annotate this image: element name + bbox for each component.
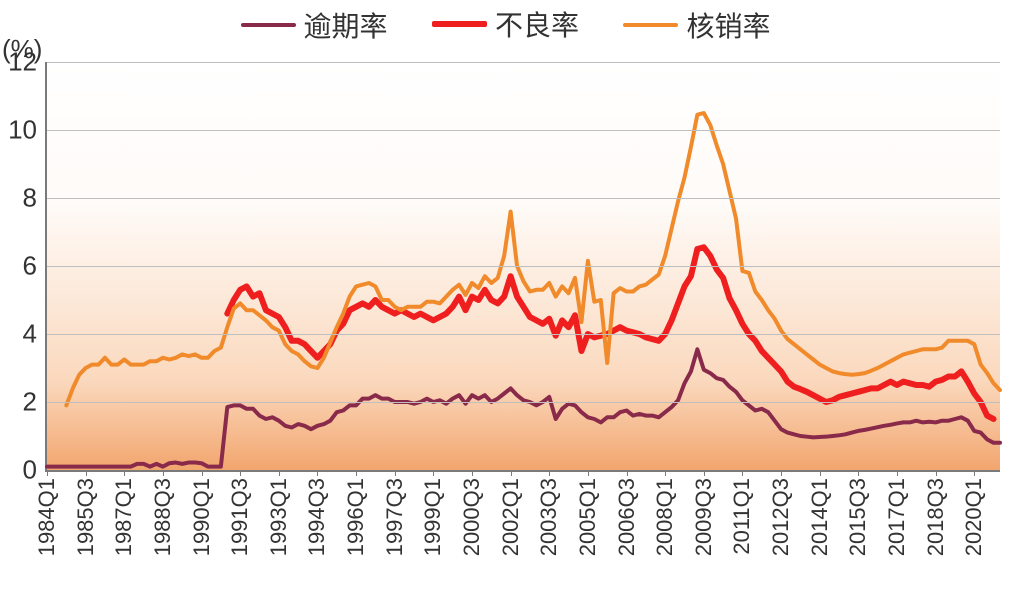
y-tick-label: 12	[8, 47, 37, 78]
x-tick-label: 2008Q1	[652, 478, 678, 556]
x-tick-label: 1984Q1	[34, 478, 60, 556]
x-tick	[86, 470, 87, 476]
legend-label: 逾期率	[304, 5, 388, 45]
x-tick-label: 2014Q1	[807, 478, 833, 556]
x-tick	[858, 470, 859, 476]
x-tick-label: 2017Q1	[884, 478, 910, 556]
x-tick	[124, 470, 125, 476]
x-tick	[897, 470, 898, 476]
y-tick-label: 8	[23, 183, 37, 214]
x-tick-label: 2002Q1	[498, 478, 524, 556]
x-tick	[627, 470, 628, 476]
series-chargeoff	[66, 113, 1000, 405]
x-tick-label: 1993Q1	[266, 478, 292, 556]
x-tick-label: 1997Q3	[382, 478, 408, 556]
y-tick-label: 6	[23, 251, 37, 282]
x-tick	[665, 470, 666, 476]
x-tick-label: 2009Q3	[691, 478, 717, 556]
y-tick-label: 4	[23, 319, 37, 350]
gridline	[47, 334, 1000, 335]
x-tick	[279, 470, 280, 476]
y-tick-label: 10	[8, 115, 37, 146]
x-tick	[240, 470, 241, 476]
series-overdue	[47, 349, 1000, 466]
x-tick-label: 1985Q3	[73, 478, 99, 556]
x-tick-label: 2000Q3	[459, 478, 485, 556]
x-tick	[704, 470, 705, 476]
x-tick-label: 2005Q1	[575, 478, 601, 556]
x-tick-label: 2006Q3	[614, 478, 640, 556]
x-tick	[588, 470, 589, 476]
x-tick-label: 1990Q1	[189, 478, 215, 556]
x-tick	[511, 470, 512, 476]
x-tick-label: 1999Q1	[420, 478, 446, 556]
x-tick	[820, 470, 821, 476]
x-tick-label: 2015Q3	[845, 478, 871, 556]
x-tick-label: 1988Q3	[150, 478, 176, 556]
legend-swatch	[432, 21, 487, 27]
x-tick	[549, 470, 550, 476]
x-tick	[472, 470, 473, 476]
plot-area: 0246810121984Q11985Q31987Q11988Q31990Q11…	[45, 62, 1000, 472]
legend-item-chargeoff: 核销率	[623, 5, 770, 45]
x-tick-label: 2012Q3	[768, 478, 794, 556]
gridline	[47, 198, 1000, 199]
x-tick	[356, 470, 357, 476]
x-tick	[936, 470, 937, 476]
x-tick-label: 1994Q3	[304, 478, 330, 556]
x-tick	[202, 470, 203, 476]
x-tick-label: 1996Q1	[343, 478, 369, 556]
x-tick	[433, 470, 434, 476]
gridline	[47, 62, 1000, 63]
x-tick	[163, 470, 164, 476]
legend: 逾期率 不良率 核销率	[0, 4, 1011, 45]
x-tick	[395, 470, 396, 476]
legend-swatch	[623, 23, 678, 27]
x-tick	[781, 470, 782, 476]
gridline	[47, 130, 1000, 131]
x-tick-label: 2020Q1	[961, 478, 987, 556]
x-tick	[317, 470, 318, 476]
x-tick-label: 2003Q3	[536, 478, 562, 556]
legend-item-npl: 不良率	[432, 4, 579, 44]
x-tick-label: 2018Q3	[923, 478, 949, 556]
x-tick-label: 2011Q1	[729, 478, 755, 555]
x-tick-label: 1987Q1	[111, 478, 137, 556]
x-tick	[974, 470, 975, 476]
y-tick-label: 2	[23, 387, 37, 418]
x-tick-label: 1991Q3	[227, 478, 253, 556]
x-tick	[47, 470, 48, 476]
gridline	[47, 402, 1000, 403]
x-tick	[742, 470, 743, 476]
legend-label: 核销率	[686, 5, 770, 45]
line-chart: 逾期率 不良率 核销率 (%) 0246810121984Q11985Q3198…	[0, 0, 1011, 592]
legend-item-overdue: 逾期率	[241, 5, 388, 45]
legend-label: 不良率	[495, 4, 579, 44]
legend-swatch	[241, 23, 296, 27]
gridline	[47, 266, 1000, 267]
